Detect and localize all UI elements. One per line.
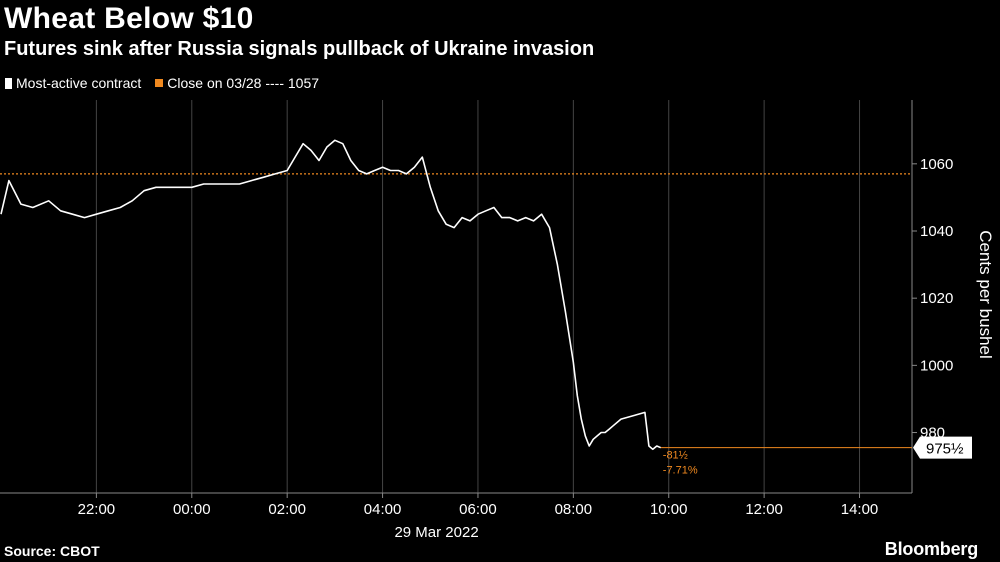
legend-label-series: Most-active contract xyxy=(16,75,142,91)
legend-label-reference: Close on 03/28 ---- 1057 xyxy=(167,75,320,91)
y-axis-title: Cents per bushel xyxy=(976,230,995,359)
brand-logo: Bloomberg xyxy=(884,539,978,559)
legend-swatch-reference xyxy=(155,79,164,87)
y-tick-label: 1020 xyxy=(920,290,953,307)
legend-swatch-series xyxy=(5,77,12,89)
x-tick-label: 14:00 xyxy=(841,501,879,518)
source-note: Source: CBOT xyxy=(4,543,100,559)
legend-item-series: Most-active contract xyxy=(5,75,141,91)
x-tick-label: 10:00 xyxy=(650,501,688,518)
last-value-callout xyxy=(913,436,972,459)
series-line-most-active xyxy=(0,139,662,451)
legend-item-reference: Close on 03/28 ---- 1057 xyxy=(155,75,319,91)
x-tick-label: 22:00 xyxy=(78,501,116,518)
y-tick-label: 1000 xyxy=(920,357,953,374)
x-tick-label: 02:00 xyxy=(268,501,306,518)
chart-title: Wheat Below $10 xyxy=(4,2,254,35)
y-tick-label: 1040 xyxy=(920,223,953,240)
chart-subtitle: Futures sink after Russia signals pullba… xyxy=(4,38,595,60)
x-tick-label: 04:00 xyxy=(364,501,402,518)
x-tick-label: 00:00 xyxy=(173,501,211,518)
change-points-label: -81½ xyxy=(663,450,688,462)
legend: Most-active contract Close on 03/28 ----… xyxy=(5,75,319,91)
last-value-label: 975½ xyxy=(926,441,964,458)
x-tick-label: 12:00 xyxy=(745,501,783,518)
change-percent-label: -7.71% xyxy=(663,465,698,477)
y-tick-label: 1060 xyxy=(920,156,953,173)
x-tick-label: 06:00 xyxy=(459,501,497,518)
x-axis-date-label: 29 Mar 2022 xyxy=(394,524,478,541)
x-tick-label: 08:00 xyxy=(555,501,593,518)
